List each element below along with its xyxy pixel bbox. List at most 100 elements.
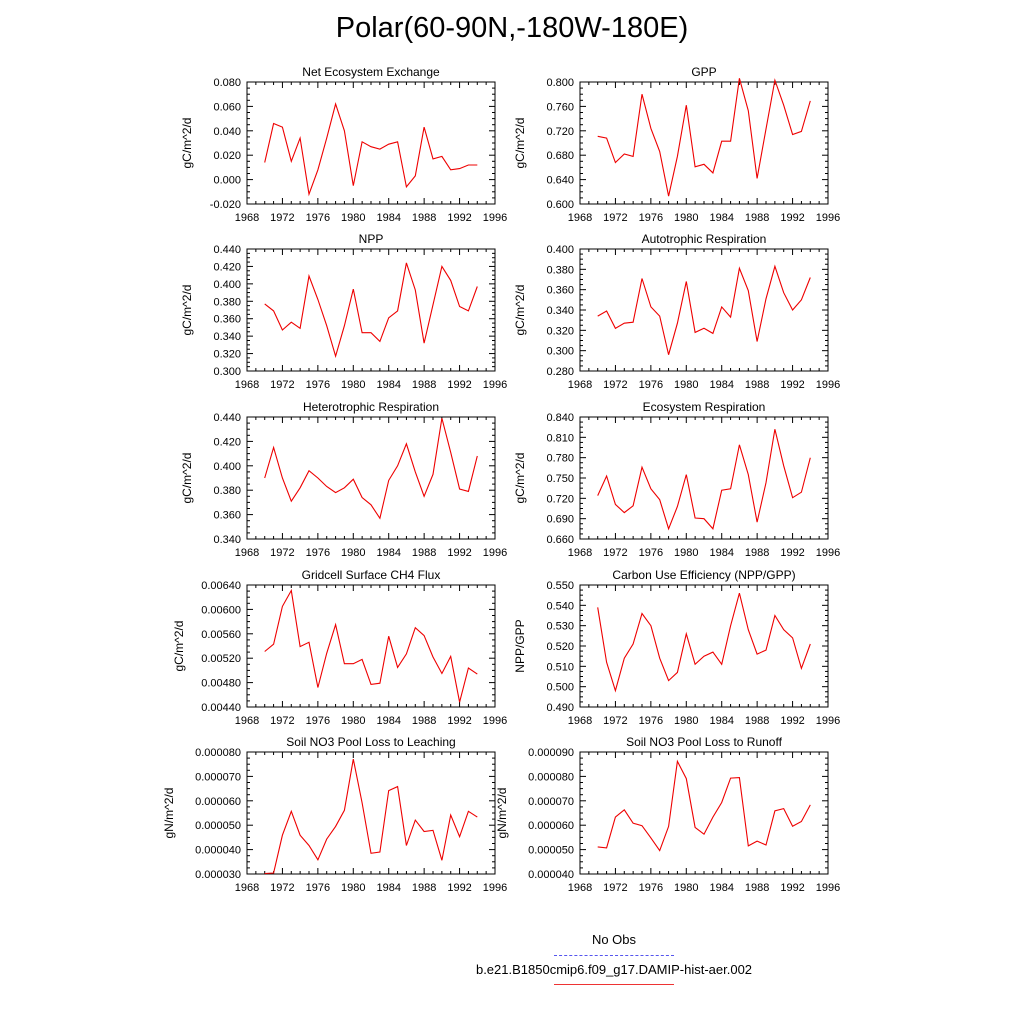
y-tick-label: 0.00440	[201, 702, 241, 714]
y-tick-label: 0.780	[546, 453, 574, 465]
x-tick-label: 1968	[235, 882, 259, 894]
plot-frame	[579, 751, 829, 875]
y-tick-label: 0.800	[546, 77, 574, 89]
y-tick-label: 0.000	[213, 175, 241, 187]
x-tick-label: 1988	[745, 882, 769, 894]
series-line	[264, 262, 478, 359]
y-tick-label: 0.00520	[201, 653, 241, 665]
x-tick-label: 1968	[235, 715, 259, 727]
y-tick-label: 0.490	[546, 702, 574, 714]
panel-1: GPP 1968 1972 1976 1980 1984 1988 1992 1996 0.600…	[513, 65, 840, 224]
x-tick-label: 1992	[447, 379, 471, 391]
x-tick-label: 1996	[483, 212, 507, 224]
y-tick-label: 0.810	[546, 432, 574, 444]
x-tick-label: 1972	[270, 212, 294, 224]
panel-2: NPP 1968 1972 1976 1980 1984 1988 1992 1996 0.300…	[180, 232, 507, 391]
series-line	[597, 592, 811, 693]
y-tick-label: 0.360	[213, 314, 241, 326]
y-axis-label: gN/m^2/d	[162, 788, 176, 839]
x-tick-label: 1968	[568, 882, 592, 894]
page-title: Polar(60-90N,-180W-180E)	[335, 12, 689, 44]
x-tick-label: 1996	[483, 882, 507, 894]
x-tick-label: 1980	[674, 212, 698, 224]
panel-5: Ecosystem Respiration 1968 1972 1976 1980 198…	[513, 400, 840, 559]
y-tick-label: 0.760	[546, 101, 574, 113]
x-tick-label: 1996	[483, 379, 507, 391]
y-tick-label: 0.680	[546, 150, 574, 162]
panel-title: Autotrophic Respiration	[642, 232, 767, 246]
x-tick-label: 1972	[603, 212, 627, 224]
panel-7: Carbon Use Efficiency (NPP/GPP) 1968 1972 1…	[513, 568, 840, 727]
panel-8: Soil NO3 Pool Loss to Leaching 1968 1972 19…	[162, 735, 507, 894]
y-tick-label: 0.080	[213, 77, 241, 89]
legend-label-model: b.e21.B1850cmip6.f09_g17.DAMIP-hist-aer.…	[475, 962, 753, 977]
y-tick-label: 0.000070	[195, 771, 241, 783]
x-tick-label: 1972	[270, 715, 294, 727]
y-axis-label: gC/m^2/d	[172, 621, 186, 672]
panel-4: Heterotrophic Respiration 1968 1972 1976 198…	[180, 400, 507, 559]
x-tick-label: 1996	[483, 547, 507, 559]
y-axis-label: NPP/GPP	[513, 619, 527, 672]
panel-title: Soil NO3 Pool Loss to Runoff	[626, 735, 783, 749]
x-tick-label: 1992	[447, 715, 471, 727]
x-tick-label: 1980	[674, 715, 698, 727]
y-tick-label: 0.750	[546, 473, 574, 485]
x-tick-label: 1976	[306, 212, 330, 224]
y-tick-label: 0.380	[213, 485, 241, 497]
x-tick-label: 1988	[412, 212, 436, 224]
plot-frame	[579, 416, 829, 540]
series-line	[597, 759, 811, 852]
series-line	[597, 429, 811, 531]
x-tick-label: 1972	[270, 882, 294, 894]
y-tick-label: 0.000070	[528, 796, 574, 808]
y-tick-label: 0.320	[213, 349, 241, 361]
x-tick-label: 1976	[306, 547, 330, 559]
panel-title: Heterotrophic Respiration	[303, 400, 439, 414]
plot-frame	[246, 81, 496, 205]
y-tick-label: 0.300	[546, 346, 574, 358]
y-tick-label: 0.510	[546, 661, 574, 673]
y-tick-label: 0.00480	[201, 678, 241, 690]
legend-line-model	[554, 984, 674, 985]
x-tick-label: 1976	[639, 715, 663, 727]
y-tick-label: 0.540	[546, 600, 574, 612]
x-tick-label: 1996	[816, 379, 840, 391]
y-tick-label: 0.00600	[201, 604, 241, 616]
y-tick-label: 0.530	[546, 621, 574, 633]
y-tick-label: -0.020	[210, 199, 241, 211]
y-tick-label: 0.000060	[528, 820, 574, 832]
x-tick-label: 1980	[341, 379, 365, 391]
y-tick-label: 0.360	[546, 285, 574, 297]
plot-frame	[246, 751, 496, 875]
x-tick-label: 1984	[709, 212, 733, 224]
x-tick-label: 1968	[235, 379, 259, 391]
panel-title: GPP	[691, 65, 716, 79]
x-tick-label: 1984	[376, 882, 400, 894]
x-tick-label: 1988	[412, 715, 436, 727]
y-axis-label: gC/m^2/d	[180, 285, 194, 336]
x-tick-label: 1972	[603, 547, 627, 559]
x-tick-label: 1996	[816, 212, 840, 224]
y-tick-label: 0.360	[213, 510, 241, 522]
y-tick-label: 0.720	[546, 493, 574, 505]
series-line	[264, 758, 478, 875]
x-tick-label: 1984	[376, 547, 400, 559]
panel-3: Autotrophic Respiration 1968 1972 1976 1980 1…	[513, 232, 840, 391]
x-tick-label: 1968	[568, 547, 592, 559]
plot-frame	[579, 81, 829, 205]
y-axis-label: gC/m^2/d	[513, 118, 527, 169]
x-tick-label: 1992	[780, 715, 804, 727]
y-tick-label: 0.500	[546, 682, 574, 694]
y-tick-label: 0.060	[213, 101, 241, 113]
x-tick-label: 1992	[447, 547, 471, 559]
panel-9: Soil NO3 Pool Loss to Runoff 1968 1972 1976…	[495, 735, 840, 894]
x-tick-label: 1984	[709, 547, 733, 559]
y-tick-label: 0.280	[546, 366, 574, 378]
y-axis-label: gC/m^2/d	[180, 453, 194, 504]
panel-title: Carbon Use Efficiency (NPP/GPP)	[612, 568, 795, 582]
y-tick-label: 0.400	[213, 461, 241, 473]
panel-title: Gridcell Surface CH4 Flux	[302, 568, 441, 582]
x-tick-label: 1988	[412, 547, 436, 559]
x-tick-label: 1980	[674, 379, 698, 391]
